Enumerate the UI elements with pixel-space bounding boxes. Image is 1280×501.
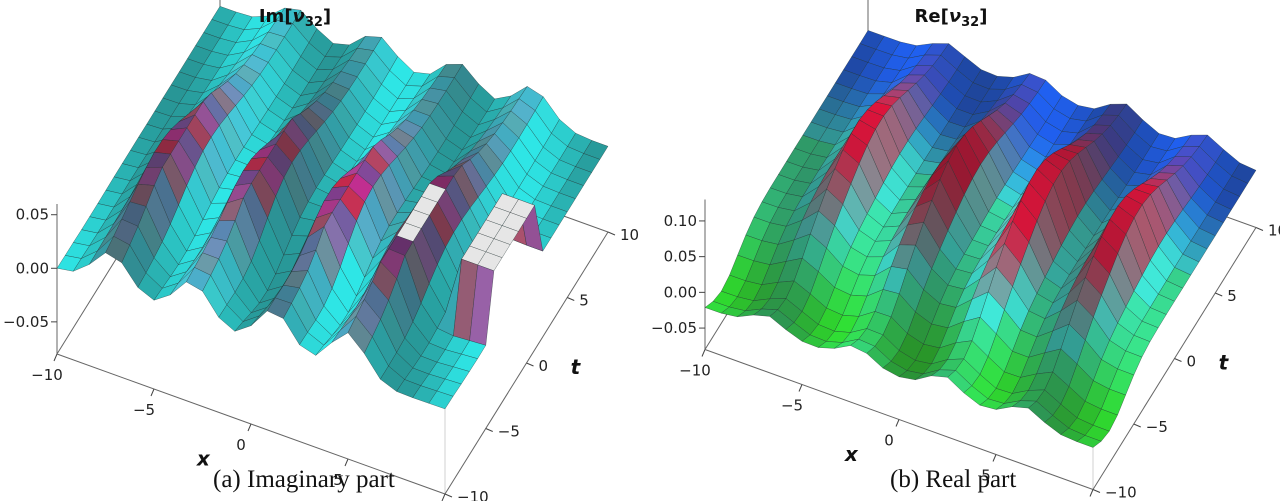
x-tick-label: −5 bbox=[781, 397, 803, 415]
t-tick-label: 0 bbox=[539, 357, 549, 375]
x-tick-label: 5 bbox=[333, 471, 343, 489]
t-tick-label: −5 bbox=[1146, 418, 1168, 436]
x-axis: −10−50510x bbox=[679, 349, 1094, 497]
z-tick-label: 0.10 bbox=[664, 212, 697, 230]
x-tick-mark bbox=[992, 454, 997, 462]
t-tick-mark bbox=[526, 362, 534, 367]
panel-title: Im[ν32] bbox=[259, 6, 331, 30]
surface-patch bbox=[428, 390, 454, 410]
caption-real: (b) Real part bbox=[890, 466, 1017, 493]
x-tick-mark bbox=[701, 349, 706, 357]
t-tick-label: −10 bbox=[457, 488, 489, 501]
t-tick-mark bbox=[1174, 358, 1182, 362]
t-tick-label: 5 bbox=[1227, 287, 1237, 305]
t-tick-mark bbox=[1215, 292, 1223, 297]
t-tick-label: 10 bbox=[620, 226, 639, 244]
t-tick-mark bbox=[1133, 423, 1141, 428]
t-tick-mark bbox=[607, 231, 616, 236]
t-axis-label: t bbox=[571, 355, 582, 379]
x-tick-label: −10 bbox=[31, 366, 63, 384]
x-tick-mark bbox=[441, 493, 446, 501]
t-axis: −10 −5 0 5 10 t bbox=[444, 226, 639, 501]
t-tick-label: −5 bbox=[498, 423, 520, 441]
z-tick-label: −0.05 bbox=[3, 313, 49, 331]
z-tick-label: 0.00 bbox=[664, 283, 697, 301]
panel-imaginary: −10 −5 0 5 10 x −10 −5 0 5 10 t −0.05 0.00 0.05 Im[ν32] bbox=[3, 0, 639, 501]
x-axis-label: x bbox=[196, 447, 211, 471]
x-tick-mark bbox=[150, 388, 155, 397]
z-tick-label: −0.05 bbox=[651, 319, 697, 337]
surface bbox=[704, 30, 1257, 448]
x-tick-mark bbox=[1089, 489, 1094, 497]
t-tick-mark bbox=[1092, 489, 1101, 493]
x-tick-label: −10 bbox=[679, 362, 711, 380]
x-tick-label: 0 bbox=[884, 432, 894, 450]
t-tick-mark bbox=[567, 297, 575, 301]
t-tick-label: 0 bbox=[1187, 353, 1197, 371]
x-tick-mark bbox=[895, 419, 900, 427]
t-tick-label: 10 bbox=[1268, 222, 1280, 240]
t-axis: −10 −5 0 5 10 t bbox=[1092, 222, 1280, 501]
z-tick-label: 0.05 bbox=[16, 206, 49, 224]
surface-patch bbox=[1076, 435, 1102, 448]
x-tick-label: −5 bbox=[133, 401, 155, 419]
z-tick-label: 0.00 bbox=[16, 259, 49, 277]
panel-title: Re[ν32] bbox=[915, 6, 988, 30]
x-axis: −10−50510x bbox=[31, 353, 446, 501]
t-tick-mark bbox=[1255, 227, 1264, 231]
panel-real: −10 −5 0 5 10 x −10 −5 0 5 10 t −0.05 0.00 0.05 0.10 Re[… bbox=[651, 0, 1280, 501]
z-axis: −0.05 0.00 0.05 bbox=[3, 206, 57, 331]
t-tick-label: 5 bbox=[579, 292, 589, 310]
z-axis: −0.05 0.00 0.05 0.10 bbox=[651, 212, 705, 337]
caption-imaginary: (a) Imaginary part bbox=[213, 466, 395, 493]
x-tick-mark bbox=[798, 384, 803, 392]
x-tick-mark bbox=[53, 353, 58, 362]
t-tick-mark bbox=[485, 428, 493, 432]
x-axis-label: x bbox=[844, 442, 859, 466]
z-tick-label: 0.05 bbox=[664, 248, 697, 266]
surface bbox=[56, 5, 609, 410]
x-tick-label: 0 bbox=[236, 436, 246, 454]
t-tick-mark bbox=[444, 493, 453, 498]
t-axis-label: t bbox=[1219, 350, 1230, 374]
x-tick-mark bbox=[344, 458, 349, 467]
x-tick-mark bbox=[247, 423, 252, 432]
x-tick-label: 5 bbox=[981, 467, 991, 485]
t-tick-label: −10 bbox=[1105, 484, 1137, 501]
